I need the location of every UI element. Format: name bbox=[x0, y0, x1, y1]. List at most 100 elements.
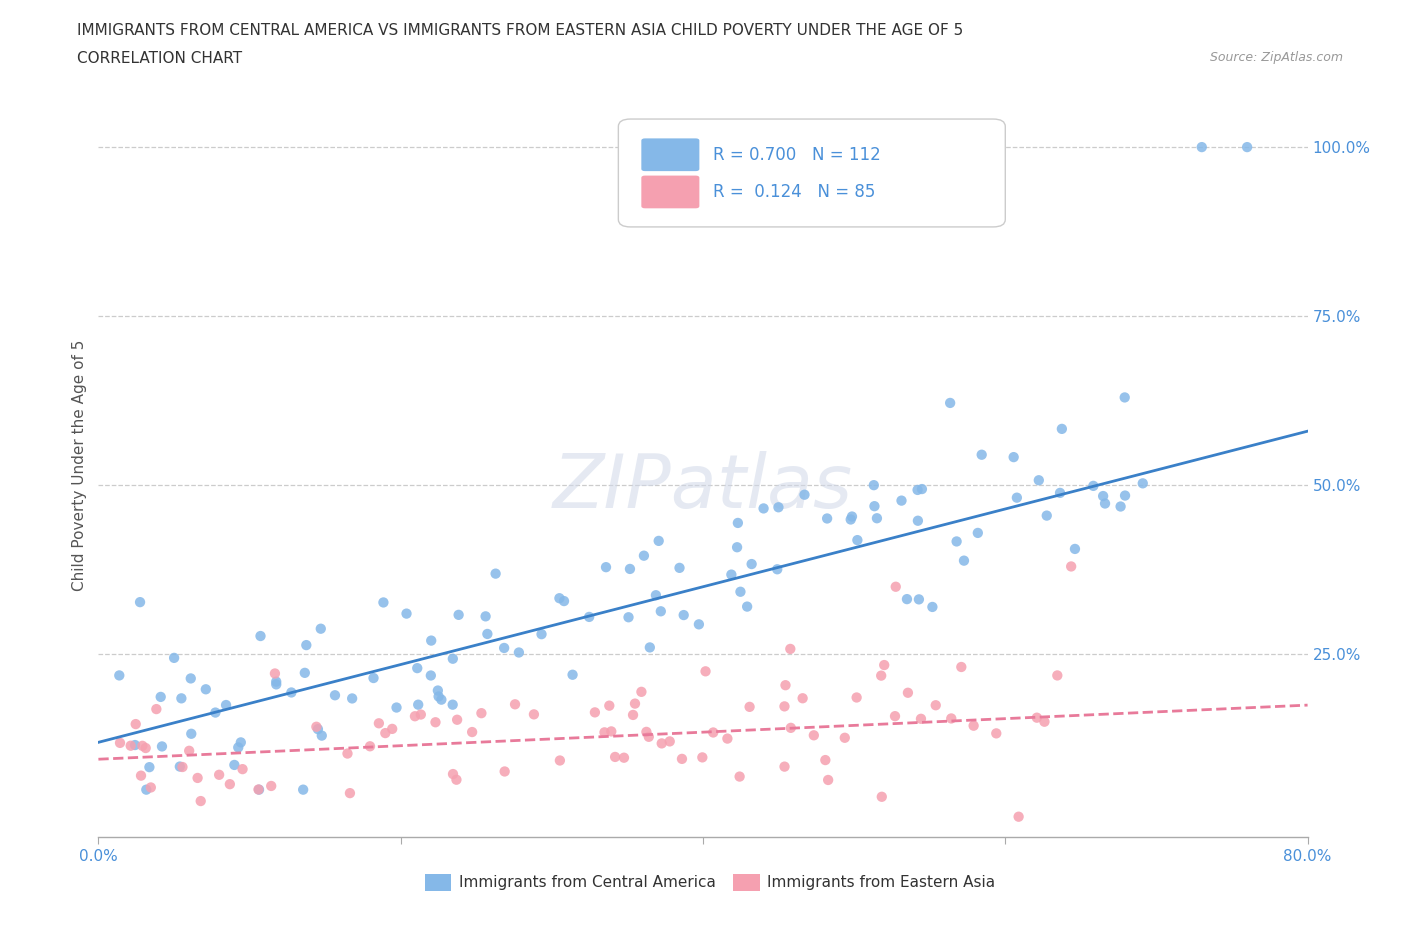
Point bbox=[305, 719, 328, 734]
Point bbox=[260, 778, 283, 793]
Point bbox=[508, 645, 530, 660]
Point bbox=[862, 478, 884, 493]
FancyBboxPatch shape bbox=[619, 119, 1005, 227]
Point bbox=[908, 591, 931, 606]
Point bbox=[179, 743, 201, 758]
Point bbox=[425, 715, 447, 730]
Point bbox=[523, 707, 546, 722]
Point bbox=[125, 717, 148, 732]
Point bbox=[404, 709, 426, 724]
Point bbox=[311, 728, 333, 743]
Point bbox=[578, 609, 600, 624]
Point bbox=[477, 627, 499, 642]
Point bbox=[124, 737, 146, 752]
Point bbox=[1049, 485, 1071, 500]
Point bbox=[215, 698, 238, 712]
Point bbox=[232, 762, 254, 777]
Point bbox=[420, 633, 443, 648]
Point bbox=[953, 553, 976, 568]
Point bbox=[264, 677, 287, 692]
Point bbox=[172, 760, 194, 775]
Point bbox=[406, 698, 429, 712]
Point bbox=[561, 668, 583, 683]
Point bbox=[741, 557, 763, 572]
Point bbox=[621, 708, 644, 723]
Point bbox=[204, 705, 226, 720]
Point bbox=[135, 782, 157, 797]
Point bbox=[494, 641, 516, 656]
Point bbox=[671, 751, 693, 766]
Point bbox=[910, 711, 932, 726]
Point bbox=[1005, 490, 1028, 505]
Point bbox=[966, 525, 988, 540]
Point bbox=[768, 499, 790, 514]
Point bbox=[1002, 450, 1025, 465]
Point bbox=[226, 740, 249, 755]
Point bbox=[530, 627, 553, 642]
Point bbox=[180, 726, 202, 741]
Point bbox=[593, 724, 616, 739]
Point bbox=[814, 752, 837, 767]
Point bbox=[426, 684, 449, 698]
Point bbox=[474, 609, 496, 624]
Point bbox=[884, 579, 907, 594]
Point bbox=[624, 697, 647, 711]
Point bbox=[548, 753, 571, 768]
Point bbox=[249, 629, 271, 644]
Point bbox=[720, 567, 742, 582]
Point bbox=[150, 739, 173, 754]
Point bbox=[307, 722, 329, 737]
Point bbox=[139, 780, 162, 795]
Point bbox=[170, 691, 193, 706]
Point bbox=[939, 395, 962, 410]
Point bbox=[409, 707, 432, 722]
Point bbox=[446, 712, 468, 727]
Point bbox=[441, 651, 464, 666]
Point bbox=[1046, 668, 1069, 683]
Bar bbox=[425, 874, 451, 891]
Point bbox=[962, 718, 984, 733]
Point bbox=[218, 777, 240, 791]
Point bbox=[309, 621, 332, 636]
FancyBboxPatch shape bbox=[641, 139, 699, 171]
Point bbox=[1132, 476, 1154, 491]
Text: ZIPatlas: ZIPatlas bbox=[553, 451, 853, 524]
Point bbox=[247, 782, 270, 797]
Point bbox=[145, 701, 167, 716]
Point bbox=[381, 722, 404, 737]
Point bbox=[672, 607, 695, 622]
Point bbox=[138, 760, 160, 775]
Point bbox=[766, 562, 789, 577]
Point bbox=[716, 731, 738, 746]
Point bbox=[1236, 140, 1258, 154]
Text: CORRELATION CHART: CORRELATION CHART bbox=[77, 51, 242, 66]
Point bbox=[658, 734, 681, 749]
Point bbox=[1035, 508, 1057, 523]
Point bbox=[645, 588, 668, 603]
Point bbox=[738, 699, 761, 714]
Point bbox=[647, 534, 669, 549]
Point bbox=[446, 772, 468, 787]
Point bbox=[727, 515, 749, 530]
Point bbox=[484, 566, 506, 581]
Point bbox=[163, 650, 186, 665]
Point bbox=[603, 750, 626, 764]
Point bbox=[120, 738, 142, 753]
Point bbox=[630, 684, 652, 699]
Point bbox=[447, 607, 470, 622]
Point bbox=[187, 770, 209, 785]
Point bbox=[617, 610, 640, 625]
Text: R =  0.124   N = 85: R = 0.124 N = 85 bbox=[713, 183, 875, 201]
Point bbox=[866, 511, 889, 525]
Text: IMMIGRANTS FROM CENTRAL AMERICA VS IMMIGRANTS FROM EASTERN ASIA CHILD POVERTY UN: IMMIGRANTS FROM CENTRAL AMERICA VS IMMIG… bbox=[77, 23, 963, 38]
Point bbox=[651, 736, 673, 751]
Point bbox=[793, 487, 815, 502]
Point bbox=[336, 746, 359, 761]
Point bbox=[613, 751, 636, 765]
Point bbox=[169, 759, 191, 774]
Point bbox=[695, 664, 717, 679]
Point bbox=[941, 711, 963, 726]
Point bbox=[553, 593, 575, 608]
Point bbox=[773, 699, 796, 714]
Point bbox=[494, 764, 516, 779]
